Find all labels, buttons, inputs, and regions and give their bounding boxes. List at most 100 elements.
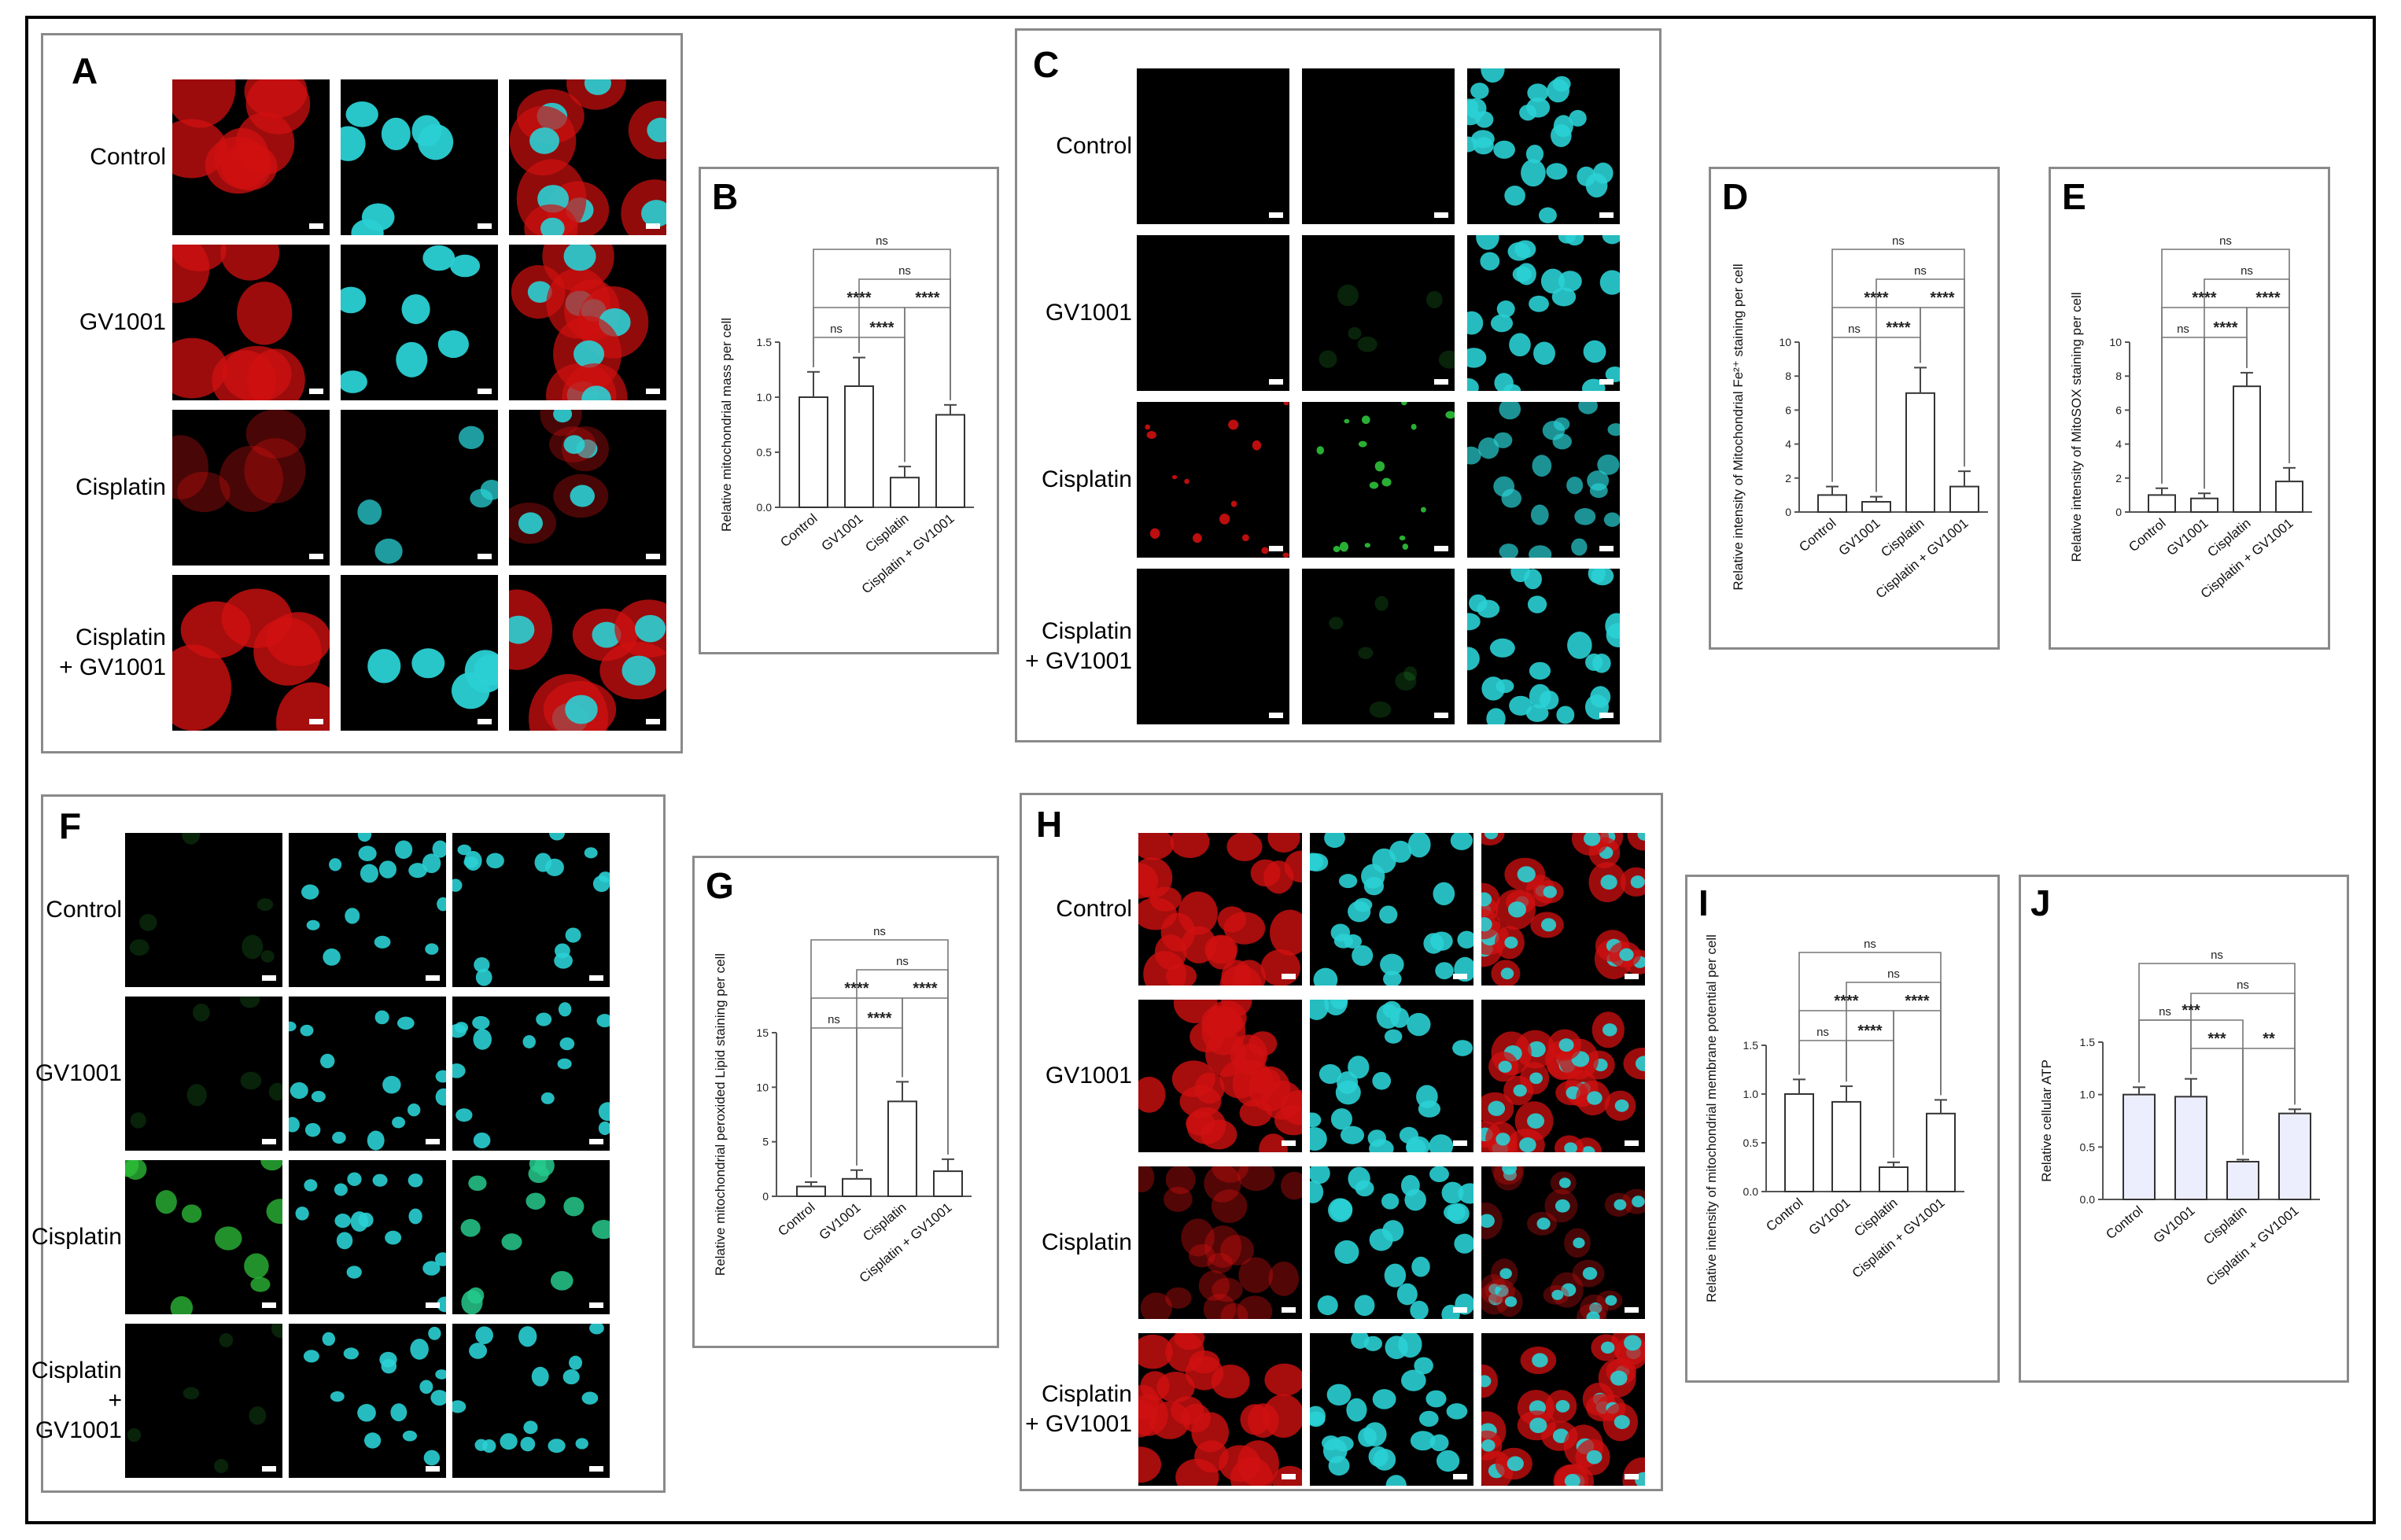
significance-bracket bbox=[1920, 307, 1965, 467]
cell-blob bbox=[1140, 1292, 1173, 1319]
category-label: Control bbox=[777, 511, 820, 551]
cell-blob bbox=[1173, 1000, 1218, 1023]
microscopy-image bbox=[289, 1324, 446, 1478]
cell-blob bbox=[1374, 595, 1389, 611]
nucleus-blob bbox=[1499, 1268, 1512, 1280]
cell-blob bbox=[1623, 1047, 1645, 1080]
nucleus-blob bbox=[1564, 1142, 1577, 1152]
cell-blob bbox=[1138, 897, 1178, 930]
nucleus-blob bbox=[1589, 1302, 1603, 1314]
scale-bar bbox=[262, 975, 276, 981]
cell-blob bbox=[1547, 79, 1569, 103]
nucleus-blob bbox=[1527, 1041, 1546, 1058]
cell-blob bbox=[1438, 350, 1455, 369]
micrograph bbox=[1137, 235, 1289, 391]
microscopy-image bbox=[125, 1324, 282, 1478]
cell-blob bbox=[1450, 833, 1473, 850]
significance-bracket bbox=[2161, 249, 2290, 484]
nucleus-blob bbox=[1504, 936, 1518, 949]
cell-blob bbox=[345, 908, 360, 924]
micrograph bbox=[1138, 1000, 1302, 1152]
cell-blob bbox=[1512, 266, 1532, 282]
scale-bar bbox=[309, 554, 323, 559]
cell-blob bbox=[1510, 569, 1530, 583]
nucleus-blob bbox=[1481, 892, 1492, 907]
microscopy-image bbox=[452, 1324, 610, 1478]
cell-blob bbox=[186, 1084, 207, 1107]
figure-frame bbox=[25, 16, 2376, 1524]
cell-blob bbox=[1352, 945, 1374, 967]
microscopy-image bbox=[1302, 402, 1455, 558]
cell-blob bbox=[1138, 1166, 1155, 1193]
micrograph bbox=[172, 588, 330, 731]
bar bbox=[842, 1177, 872, 1197]
cell-blob bbox=[1452, 1040, 1473, 1056]
cell-blob bbox=[358, 846, 377, 861]
row-label-text: Cisplatin + GV1001 bbox=[31, 1358, 122, 1443]
cell-blob bbox=[1457, 930, 1473, 949]
nucleus-blob bbox=[1587, 1091, 1603, 1105]
microscopy-image bbox=[1137, 569, 1289, 724]
microscopy-image bbox=[1310, 1166, 1473, 1319]
cell-blob bbox=[1310, 1181, 1324, 1203]
cell-blob bbox=[562, 363, 628, 400]
cell-blob bbox=[1486, 708, 1506, 724]
micrograph bbox=[1310, 1000, 1473, 1152]
significance-bracket bbox=[813, 337, 860, 367]
cell-blob bbox=[1250, 859, 1281, 887]
micrograph bbox=[130, 997, 282, 1129]
cell-blob bbox=[419, 1380, 433, 1394]
row-label: Cisplatin + GV1001 bbox=[1017, 569, 1132, 724]
y-tick-label: 1.5 bbox=[1743, 1039, 1759, 1052]
cell-blob bbox=[1263, 1394, 1302, 1438]
cell-blob bbox=[411, 648, 445, 679]
significance-label: **** bbox=[2255, 289, 2280, 307]
scale-bar bbox=[1269, 212, 1283, 218]
nucleus-blob bbox=[1586, 1311, 1600, 1319]
cell-blob bbox=[558, 1002, 572, 1017]
category-label: Cisplatin + GV1001 bbox=[2204, 1203, 2302, 1289]
cell-blob bbox=[381, 117, 411, 151]
micrograph bbox=[1145, 402, 1289, 558]
bar bbox=[887, 1100, 917, 1197]
cell-blob bbox=[1583, 340, 1606, 363]
cell-blob bbox=[1203, 1294, 1237, 1319]
row-label: Control bbox=[43, 79, 166, 235]
micrograph bbox=[509, 410, 609, 544]
cell-blob bbox=[341, 126, 366, 161]
cell-blob bbox=[1165, 1287, 1192, 1309]
cell-blob bbox=[1504, 186, 1525, 206]
category-label: Control bbox=[2103, 1203, 2145, 1243]
cell-blob bbox=[423, 1450, 441, 1466]
cell-blob bbox=[452, 1400, 467, 1413]
micrograph bbox=[1319, 284, 1455, 369]
nucleus-blob bbox=[1502, 1166, 1518, 1175]
micrograph bbox=[341, 101, 454, 235]
nucleus-blob bbox=[621, 655, 656, 686]
cell-blob bbox=[1499, 543, 1518, 558]
cell-blob bbox=[1587, 470, 1610, 491]
cell-blob bbox=[363, 1432, 382, 1449]
bar bbox=[1817, 494, 1847, 513]
nucleus-blob bbox=[1583, 833, 1601, 846]
row-label: Cisplatin + GV1001 bbox=[43, 575, 166, 731]
row-label-text: Control bbox=[1056, 133, 1132, 159]
cell-blob bbox=[1425, 1390, 1447, 1408]
cell-blob bbox=[569, 1355, 583, 1370]
cell-blob bbox=[127, 1428, 142, 1442]
panel-label-d: D bbox=[1722, 176, 1749, 217]
cell-blob bbox=[1241, 534, 1249, 542]
cell-blob bbox=[401, 294, 430, 325]
cell-blob bbox=[1571, 538, 1588, 556]
cell-blob bbox=[1204, 1166, 1241, 1203]
significance-label: ** bbox=[2263, 1030, 2275, 1048]
cell-blob bbox=[1316, 446, 1324, 455]
nucleus-blob bbox=[1600, 875, 1617, 890]
cell-blob bbox=[1606, 623, 1620, 648]
cell-blob bbox=[1333, 546, 1341, 553]
cell-blob bbox=[458, 426, 485, 450]
micrograph bbox=[1310, 1333, 1468, 1486]
cell-blob bbox=[1220, 1302, 1248, 1319]
cell-blob bbox=[1237, 1166, 1275, 1192]
cell-blob bbox=[1396, 1283, 1418, 1306]
